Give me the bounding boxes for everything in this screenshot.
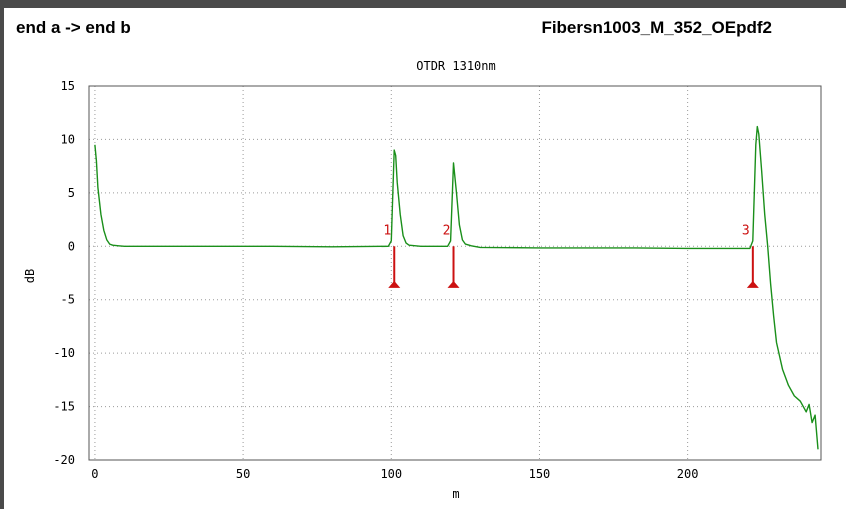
y-tick-label: -5	[61, 293, 75, 307]
trace-line	[94, 125, 819, 450]
event-marker-label: 1	[383, 223, 391, 238]
event-marker-base	[447, 280, 460, 288]
plot-area	[88, 85, 822, 461]
y-tick-label: 5	[68, 186, 75, 200]
x-tick-label: 0	[91, 467, 98, 481]
y-axis-label: dB	[23, 269, 37, 283]
event-marker-label: 3	[742, 223, 750, 238]
y-axis-ticks: 15 10 5 0 -5 -10 -15 -20	[53, 79, 75, 467]
x-axis-label: m	[452, 487, 459, 501]
event-marker-base	[746, 280, 759, 288]
x-tick-label: 200	[677, 467, 699, 481]
event-marker-base	[388, 280, 401, 288]
y-tick-label: -15	[53, 400, 75, 414]
event-markers: 1 2 3	[383, 223, 759, 288]
direction-label: end a -> end b	[16, 18, 131, 37]
x-tick-label: 150	[529, 467, 551, 481]
y-tick-label: 10	[61, 132, 75, 146]
event-marker-label: 2	[443, 223, 451, 238]
y-tick-label: -10	[53, 346, 75, 360]
x-tick-label: 50	[236, 467, 250, 481]
chart-title: OTDR 1310nm	[416, 59, 495, 73]
x-tick-label: 100	[380, 467, 402, 481]
y-tick-label: -20	[53, 453, 75, 467]
y-tick-label: 15	[61, 79, 75, 93]
fiber-id-label: Fibersn1003_M_352_OEpdf2	[541, 18, 772, 37]
trace-series	[94, 125, 819, 450]
grid	[89, 86, 821, 460]
y-tick-label: 0	[68, 239, 75, 253]
x-axis-ticks: 0 50 100 150 200	[91, 467, 698, 481]
